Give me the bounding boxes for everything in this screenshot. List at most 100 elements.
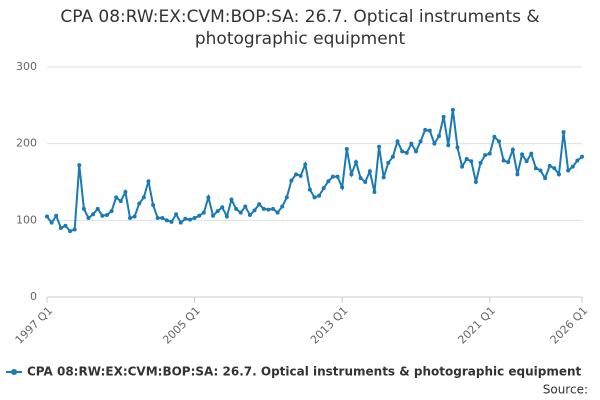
point: [330, 174, 335, 179]
point: [183, 216, 188, 221]
point: [160, 216, 165, 221]
point: [570, 164, 575, 169]
x-tick-label: 1997 Q1: [13, 304, 56, 347]
point: [270, 206, 275, 211]
point: [174, 212, 179, 217]
point: [520, 152, 525, 157]
point: [427, 128, 432, 133]
point: [390, 154, 395, 159]
point: [372, 189, 377, 194]
point: [197, 213, 202, 218]
point: [321, 186, 326, 191]
point: [561, 130, 566, 135]
point: [91, 212, 96, 217]
point: [510, 147, 515, 152]
point: [533, 166, 538, 171]
point: [77, 163, 82, 168]
point: [257, 202, 262, 207]
point: [377, 144, 382, 149]
point: [386, 160, 391, 165]
point: [169, 219, 174, 224]
point: [404, 150, 409, 155]
x-tick-label: 2013 Q1: [308, 304, 351, 347]
point: [487, 151, 492, 156]
x-tick-label: 2026 Q1: [548, 304, 591, 347]
point: [326, 179, 331, 184]
point: [492, 134, 497, 139]
x-tick-label: 2005 Q1: [160, 304, 203, 347]
point: [229, 197, 234, 202]
point: [289, 178, 294, 183]
point: [261, 206, 266, 211]
point: [206, 195, 211, 200]
x-tick-label: 2021 Q1: [455, 304, 498, 347]
point: [123, 189, 128, 194]
point: [450, 107, 455, 112]
point: [95, 206, 100, 211]
point: [363, 180, 368, 184]
point: [86, 216, 91, 221]
point: [68, 229, 73, 234]
point: [104, 212, 109, 217]
point: [118, 199, 123, 204]
point: [211, 213, 216, 218]
point: [460, 164, 465, 169]
point: [317, 193, 322, 198]
point: [63, 223, 68, 228]
point: [192, 216, 197, 221]
point: [580, 154, 584, 159]
point: [432, 141, 437, 146]
point: [340, 185, 345, 190]
point: [501, 158, 506, 163]
point: [556, 172, 561, 177]
y-tick-label: 100: [16, 213, 37, 226]
point: [506, 160, 511, 165]
point: [215, 209, 220, 214]
point: [298, 173, 303, 178]
source: Source:: [543, 383, 588, 397]
point: [538, 168, 543, 173]
point: [381, 175, 386, 180]
point: [547, 163, 552, 168]
point: [473, 180, 478, 184]
point: [146, 179, 151, 184]
point: [252, 208, 257, 213]
point: [45, 214, 49, 219]
point: [413, 149, 418, 154]
point: [284, 195, 289, 200]
point: [49, 220, 54, 225]
point: [552, 166, 557, 171]
point: [335, 174, 340, 179]
point: [358, 176, 363, 181]
chart-title: CPA 08:RW:EX:CVM:BOP:SA: 26.7. Optical i…: [60, 7, 540, 49]
point: [58, 226, 63, 230]
point: [243, 204, 248, 209]
point: [114, 195, 119, 200]
point: [238, 210, 243, 215]
y-tick-label: 0: [30, 290, 37, 303]
point: [128, 216, 133, 221]
legend-label: CPA 08:RW:EX:CVM:BOP:SA: 26.7. Optical i…: [27, 365, 582, 379]
point: [132, 214, 137, 219]
legend-marker: [11, 369, 17, 375]
point: [234, 206, 239, 211]
point: [307, 187, 312, 192]
y-tick-label: 200: [16, 137, 37, 150]
point: [303, 162, 308, 167]
point: [409, 141, 414, 146]
point: [423, 127, 428, 132]
point: [141, 195, 146, 200]
point: [164, 218, 169, 223]
point: [566, 168, 571, 173]
point: [349, 172, 354, 177]
point: [54, 213, 59, 218]
point: [469, 159, 474, 164]
y-tick-label: 300: [16, 60, 37, 73]
point: [400, 149, 405, 154]
point: [455, 145, 460, 150]
point: [441, 114, 446, 119]
point: [446, 143, 451, 148]
point: [543, 176, 548, 181]
